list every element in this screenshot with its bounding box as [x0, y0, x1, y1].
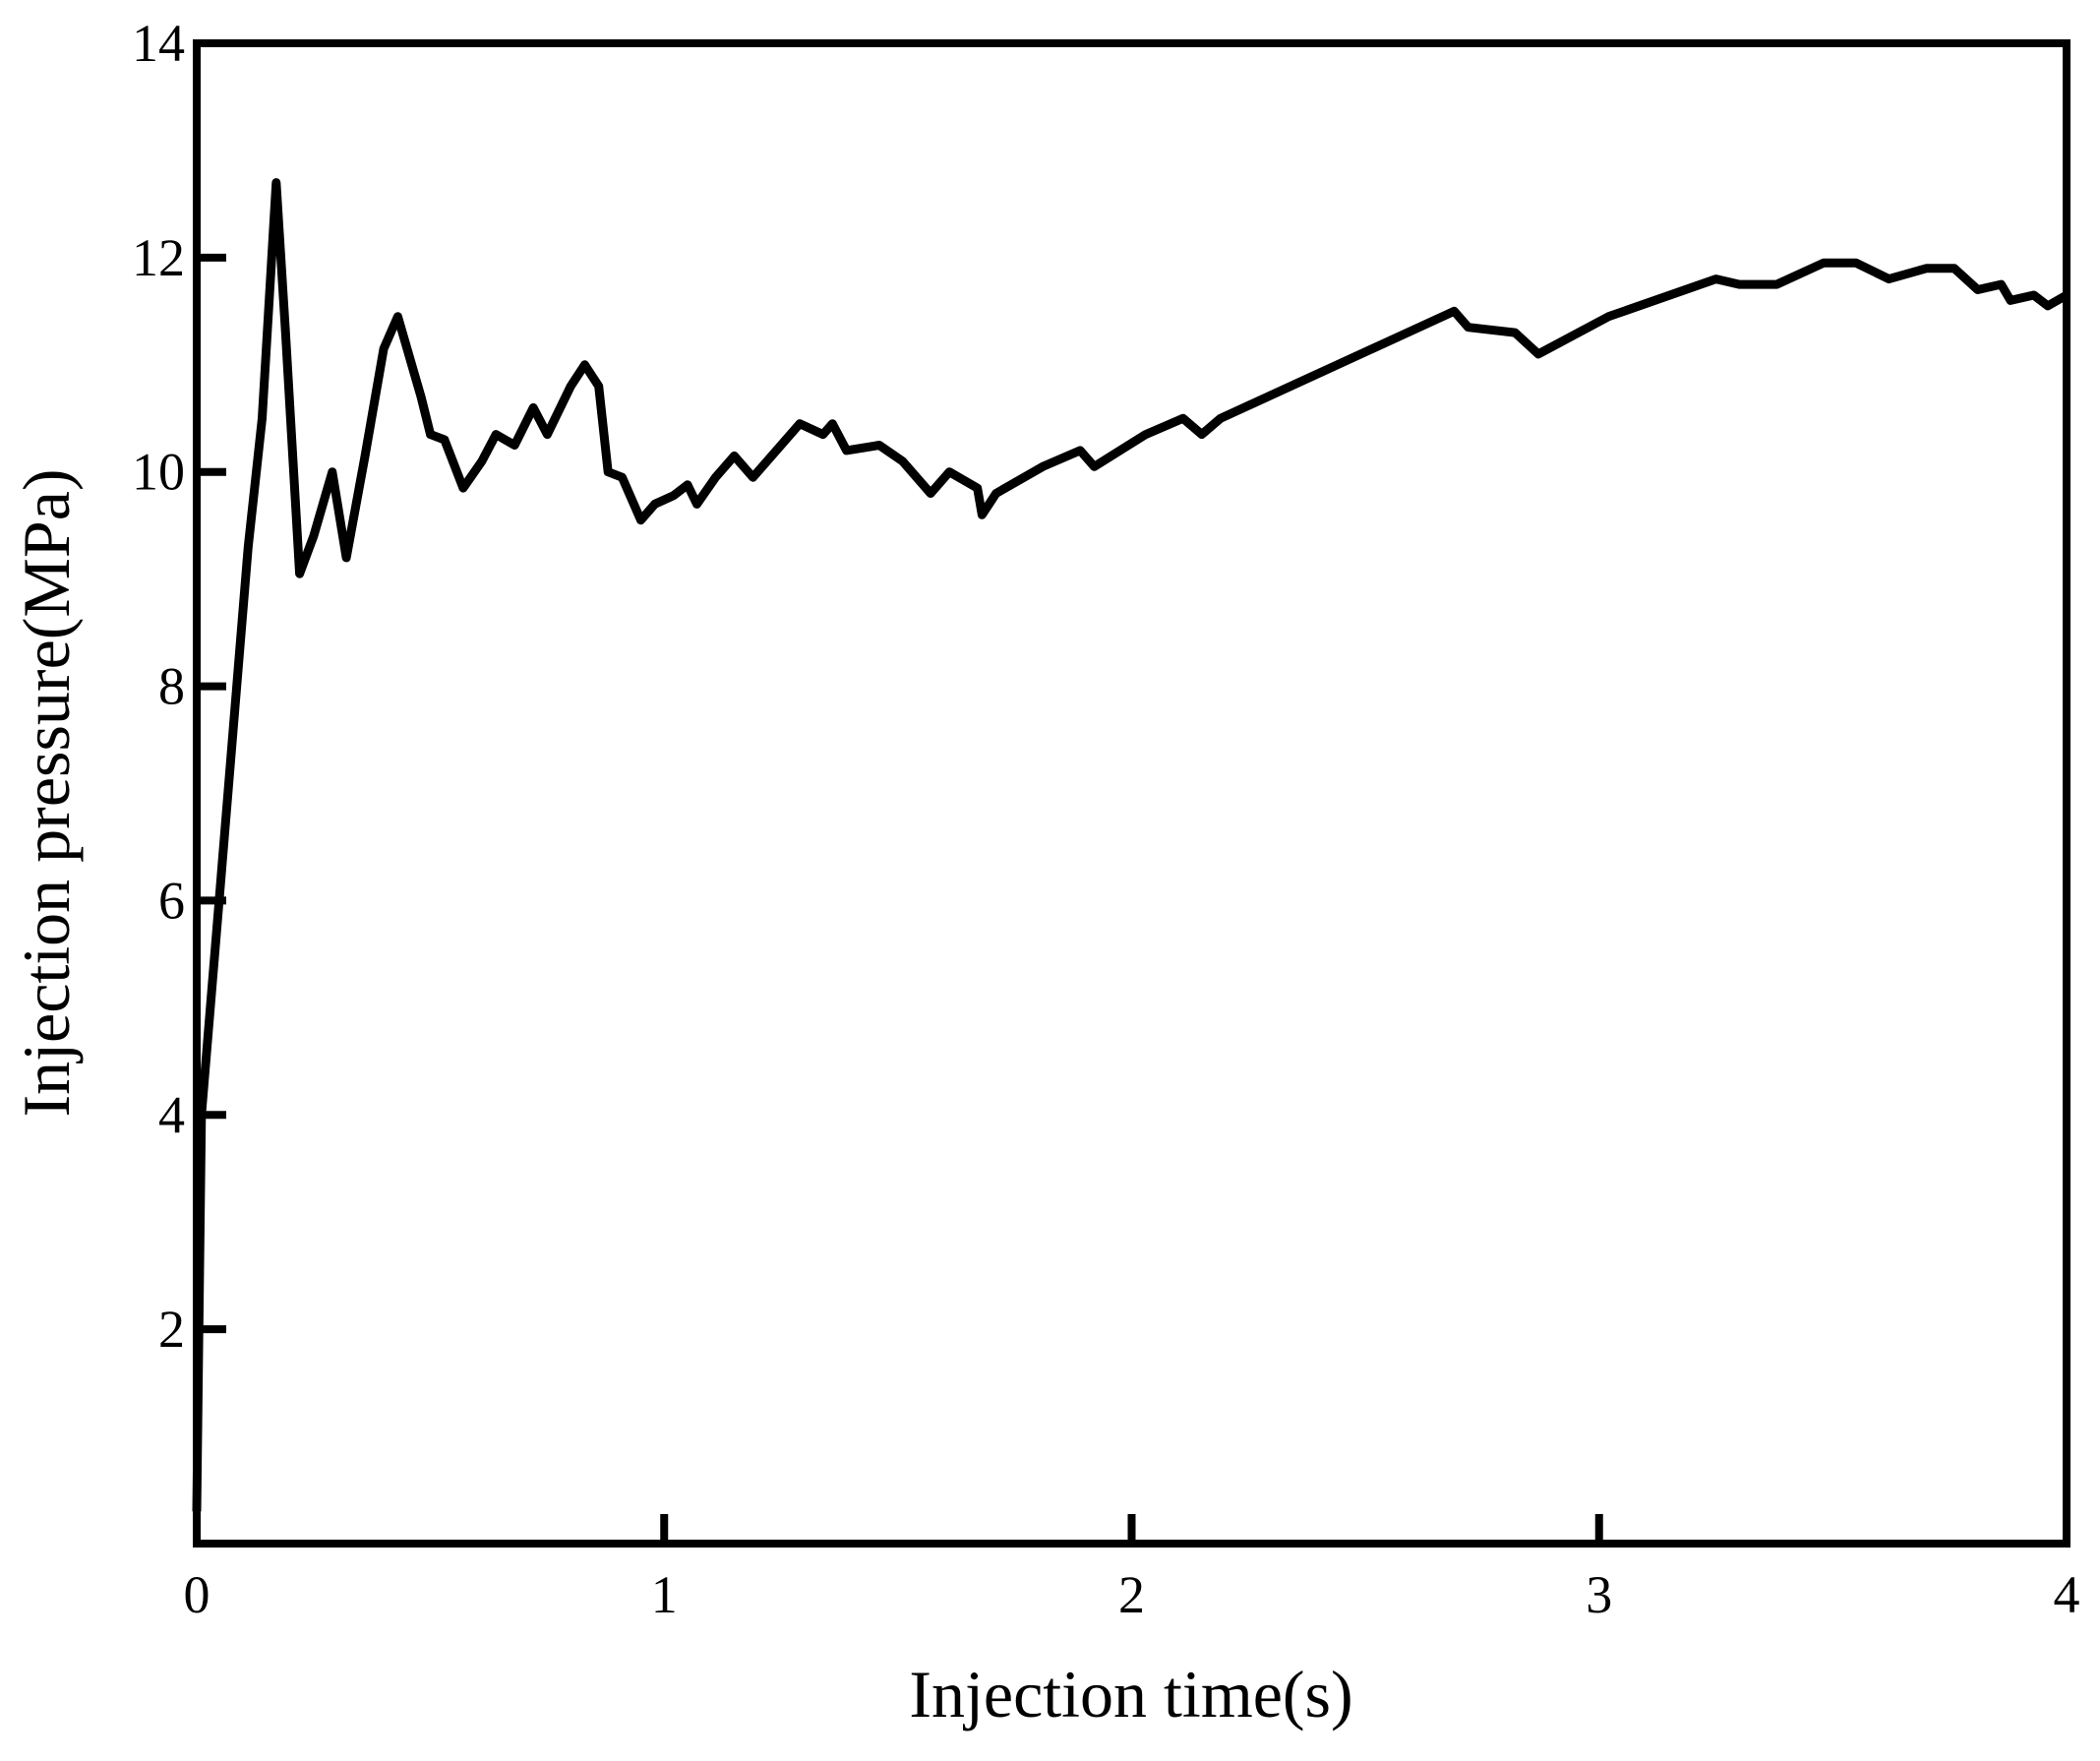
y-tick-label: 10	[132, 443, 185, 502]
data-line	[192, 178, 2070, 1512]
x-tick-label: 3	[1586, 1565, 1612, 1624]
x-tick-label: 0	[184, 1565, 210, 1624]
x-tick-label: 4	[2054, 1565, 2080, 1624]
y-axis-label: Injection pressure(MPa)	[9, 468, 84, 1117]
x-tick-label: 2	[1118, 1565, 1145, 1624]
x-tick-label: 1	[651, 1565, 678, 1624]
y-tick-label: 12	[132, 228, 185, 287]
plot-frame	[193, 39, 2070, 1548]
y-tick-label: 2	[158, 1300, 185, 1359]
y-tick-label: 4	[158, 1085, 185, 1144]
y-tick-label: 6	[158, 871, 185, 930]
y-tick-label: 14	[132, 14, 185, 73]
x-axis-label: Injection time(s)	[909, 1657, 1352, 1731]
y-tick-label: 8	[158, 657, 185, 716]
